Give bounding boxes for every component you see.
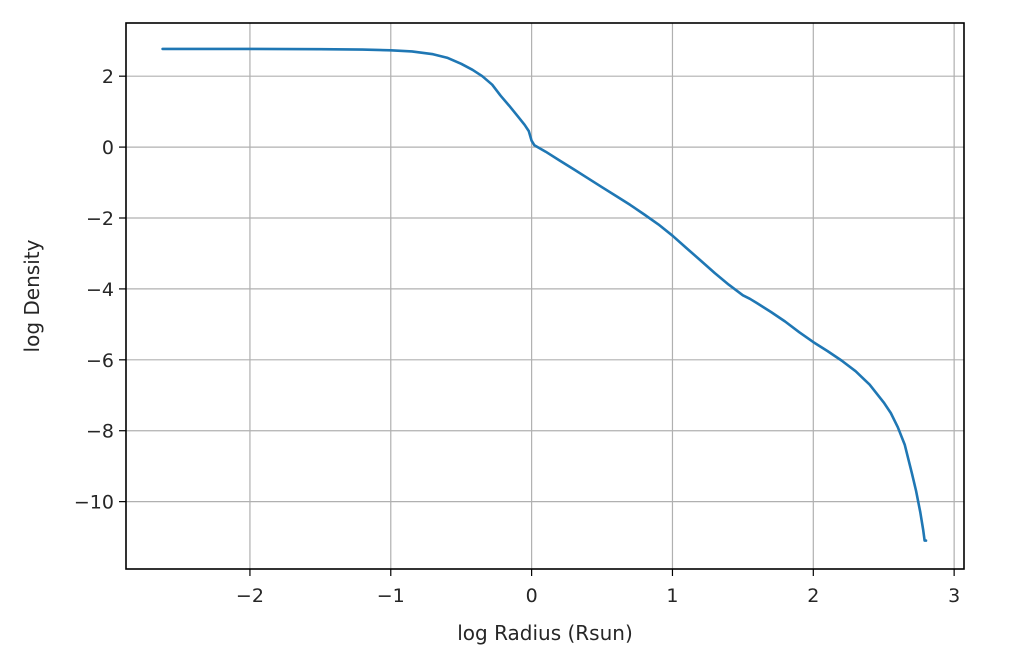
y-tick-label: −8	[86, 421, 114, 443]
grid-lines	[126, 23, 964, 569]
series-group	[161, 47, 928, 542]
y-tick-label: −10	[74, 492, 114, 514]
plot-area	[126, 23, 964, 569]
y-tick-label: −2	[86, 208, 114, 230]
y-tick-label: 2	[102, 66, 114, 88]
y-tick-label: 0	[102, 137, 114, 159]
x-tick-label: −1	[377, 585, 405, 607]
x-tick-label: 1	[666, 585, 678, 607]
series-line	[161, 47, 928, 542]
x-tick-label: −2	[236, 585, 264, 607]
axis-ticks: −2 −1 0 1 2 320−2−4−6−8−10	[74, 66, 960, 607]
x-tick-label: 0	[526, 585, 538, 607]
y-axis-title: log Density	[20, 239, 44, 352]
x-tick-label: 2	[807, 585, 819, 607]
y-tick-label: −6	[86, 350, 114, 372]
y-tick-label: −4	[86, 279, 114, 301]
plot-frame	[125, 22, 965, 570]
x-axis-title: log Radius (Rsun)	[457, 621, 633, 645]
x-tick-label: 3	[948, 585, 960, 607]
